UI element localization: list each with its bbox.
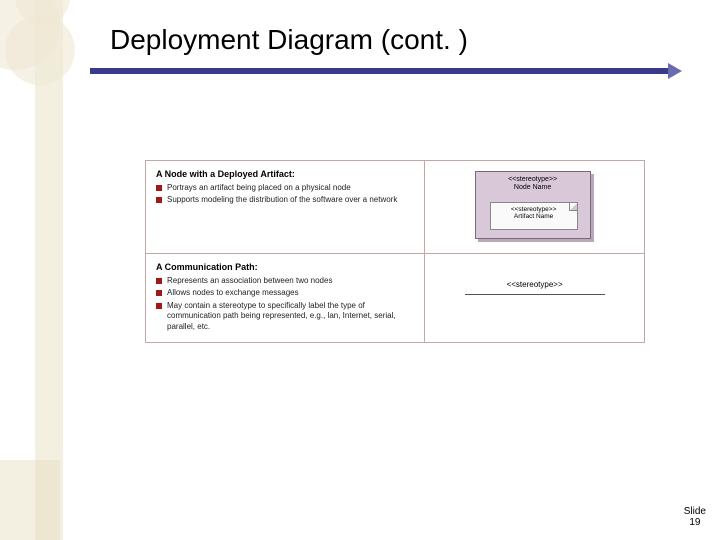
list-item: Allows nodes to exchange messages <box>156 288 414 298</box>
bullet-icon <box>156 303 162 309</box>
dog-ear-icon <box>569 203 577 211</box>
bullet-icon <box>156 197 162 203</box>
list-item: Represents an association between two no… <box>156 276 414 286</box>
description-cell: A Node with a Deployed Artifact: Portray… <box>146 161 425 254</box>
artifact-stereotype: <<stereotype>> <box>511 206 557 213</box>
slide-number-value: 19 <box>689 517 700 528</box>
visual-cell: <<stereotype>> Node Name <<stereotype>> … <box>425 161 645 254</box>
node-name: Node Name <box>514 184 551 191</box>
bullet-icon <box>156 290 162 296</box>
row-heading: A Communication Path: <box>156 262 414 272</box>
description-cell: A Communication Path: Represents an asso… <box>146 254 425 343</box>
title-arrow-icon <box>668 63 682 79</box>
page-title: Deployment Diagram (cont. ) <box>110 24 468 56</box>
node-stereotype: <<stereotype>> <box>508 176 557 183</box>
visual-cell: <<stereotype>> <box>425 254 645 343</box>
corner-decoration <box>0 0 100 110</box>
table-row: A Node with a Deployed Artifact: Portray… <box>146 161 645 254</box>
definition-table: A Node with a Deployed Artifact: Portray… <box>145 160 645 343</box>
artifact-box: <<stereotype>> Artifact Name <box>490 202 578 230</box>
bullet-icon <box>156 278 162 284</box>
row-heading: A Node with a Deployed Artifact: <box>156 169 414 179</box>
slide-number: Slide 19 <box>684 506 706 528</box>
list-item: May contain a stereotype to specifically… <box>156 301 414 332</box>
comm-path-label: <<stereotype>> <box>465 280 605 289</box>
artifact-name: Artifact Name <box>514 213 553 220</box>
comm-path-line <box>465 294 605 295</box>
list-item: Supports modeling the distribution of th… <box>156 195 414 205</box>
node-3d-box: <<stereotype>> Node Name <<stereotype>> … <box>475 171 595 243</box>
title-underline <box>90 68 670 74</box>
communication-path-diagram: <<stereotype>> <box>465 280 605 300</box>
table-row: A Communication Path: Represents an asso… <box>146 254 645 343</box>
bullet-icon <box>156 185 162 191</box>
list-item: Portrays an artifact being placed on a p… <box>156 183 414 193</box>
slide-label: Slide <box>684 506 706 517</box>
corner-square <box>0 460 60 540</box>
